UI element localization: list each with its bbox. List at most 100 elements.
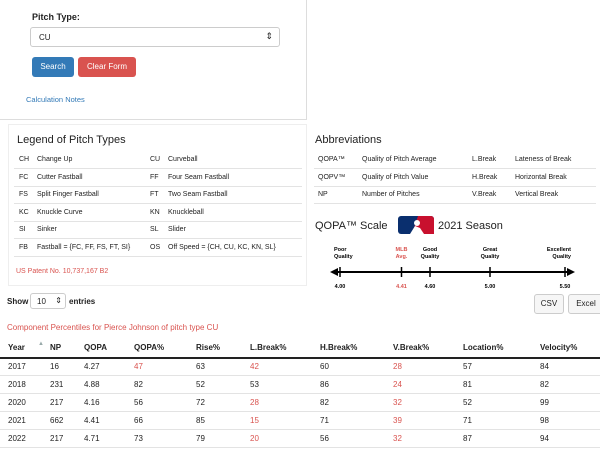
abbr-desc: Split Finger Fastball — [37, 191, 99, 199]
abbr-code: NP — [318, 191, 328, 199]
table-cell: 86 — [320, 380, 329, 389]
row-separator — [14, 238, 302, 240]
clear-button[interactable]: Clear Form — [78, 57, 136, 77]
table-cell: 94 — [540, 434, 549, 443]
scale-name: Excellent — [547, 247, 571, 253]
scale-name: Poor — [334, 247, 347, 253]
entries-select[interactable]: 10 ⇕ — [30, 293, 66, 309]
table-cell: 4.27 — [84, 362, 100, 371]
abbr-desc: Sinker — [37, 226, 57, 234]
table-cell: 32 — [393, 434, 402, 443]
search-button[interactable]: Search — [32, 57, 74, 77]
abbr-code: L.Break — [472, 156, 497, 163]
table-cell: 15 — [250, 416, 259, 425]
column-header: Rise% — [196, 343, 221, 352]
select-arrow: ⇕ — [265, 31, 273, 41]
abbr-desc: Fastball = {FC, FF, FS, FT, SI} — [37, 244, 131, 251]
column-header: V.Break% — [393, 343, 430, 352]
row-separator — [14, 220, 302, 222]
table-cell: 39 — [393, 416, 402, 425]
table-cell: 2022 — [8, 434, 26, 443]
header-rule — [0, 357, 600, 359]
table-cell: 4.41 — [84, 416, 100, 425]
sort-icon: ▲ — [38, 341, 44, 347]
table-cell: 84 — [540, 362, 549, 371]
row-separator — [0, 411, 600, 412]
csv-button[interactable]: CSV — [534, 294, 564, 314]
table-cell: 73 — [134, 434, 143, 443]
scale-value: 5.50 — [560, 284, 571, 290]
column-header: Velocity% — [540, 343, 578, 352]
abbr-desc: Quality of Pitch Value — [362, 173, 429, 181]
table-cell: 2017 — [8, 362, 26, 371]
table-cell: 2021 — [8, 416, 26, 425]
table-cell: 4.16 — [84, 398, 100, 407]
abbr-desc: Slider — [168, 226, 186, 234]
column-header: L.Break% — [250, 343, 287, 352]
excel-button[interactable]: Excel — [568, 294, 600, 314]
table-cell: 71 — [463, 416, 472, 425]
table-cell: 79 — [196, 434, 205, 443]
abbr-code: QOPA™ — [318, 156, 345, 163]
column-header: Location% — [463, 343, 504, 352]
row-separator — [0, 375, 600, 376]
scale-name: Great — [483, 247, 498, 253]
abbr-desc: Quality of Pitch Average — [362, 156, 437, 163]
table-cell: 63 — [196, 362, 205, 371]
scale-name: MLB — [396, 247, 408, 253]
abbr-code: FB — [19, 244, 28, 251]
pitch-select[interactable]: CU ⇕ — [30, 27, 280, 47]
scale-name: Quality — [481, 254, 501, 260]
entries-label: entries — [69, 297, 96, 306]
table-cell: 98 — [540, 416, 549, 425]
abbr-code: SI — [19, 226, 26, 234]
table-cell: 20 — [250, 434, 259, 443]
table-cell: 52 — [463, 398, 472, 407]
calc-notes-link[interactable]: Calculation Notes — [26, 95, 85, 104]
abbr-desc: Number of Pitches — [362, 191, 420, 199]
column-header: Year — [8, 343, 25, 352]
table-cell: 81 — [463, 380, 472, 389]
table-cell: 82 — [320, 398, 329, 407]
abbr-desc: Vertical Break — [515, 191, 559, 199]
show-label: Show — [7, 297, 29, 306]
table-cell: 60 — [320, 362, 329, 371]
abbr-desc: Lateness of Break — [515, 156, 572, 163]
row-separator — [14, 203, 302, 205]
abbr-code: KC — [19, 208, 29, 216]
row-separator — [0, 429, 600, 430]
scale-name: Quality — [421, 254, 441, 260]
table-caption: Component Percentiles for Pierce Johnson… — [7, 323, 219, 332]
table-cell: 4.88 — [84, 380, 100, 389]
table-cell: 82 — [540, 380, 549, 389]
table-cell: 72 — [196, 398, 205, 407]
table-cell: 82 — [134, 380, 143, 389]
abbr-desc: Knuckle Curve — [37, 208, 83, 216]
table-cell: 71 — [320, 416, 329, 425]
legend-title: Legend of Pitch Types — [17, 134, 126, 146]
table-cell: 47 — [134, 362, 143, 371]
abbr-code: FF — [150, 173, 159, 181]
abbr-code: SL — [150, 226, 159, 234]
row-separator — [314, 168, 596, 169]
abbr-desc: Four Seam Fastball — [168, 173, 230, 181]
scale-value: 4.41 — [396, 284, 407, 290]
mlb-logo — [398, 216, 434, 234]
pitch-type-label: Pitch Type: — [32, 12, 80, 22]
table-cell: 231 — [50, 380, 64, 389]
abbr-code: KN — [150, 208, 160, 216]
abbr-desc: Knuckleball — [168, 208, 204, 216]
table-cell: 56 — [320, 434, 329, 443]
table-cell: 24 — [393, 380, 402, 389]
table-cell: 56 — [134, 398, 143, 407]
abbr-desc: Horizontal Break — [515, 173, 567, 181]
arrow-right — [567, 268, 575, 276]
row-separator — [14, 168, 302, 169]
abbrev-title: Abbreviations — [315, 134, 382, 146]
row-separator — [14, 185, 302, 187]
table-cell: 28 — [393, 362, 402, 371]
abbr-desc: Change Up — [37, 156, 73, 163]
table-cell: 32 — [393, 398, 402, 407]
legend-panel — [8, 124, 307, 286]
column-header: QOPA% — [134, 343, 165, 352]
